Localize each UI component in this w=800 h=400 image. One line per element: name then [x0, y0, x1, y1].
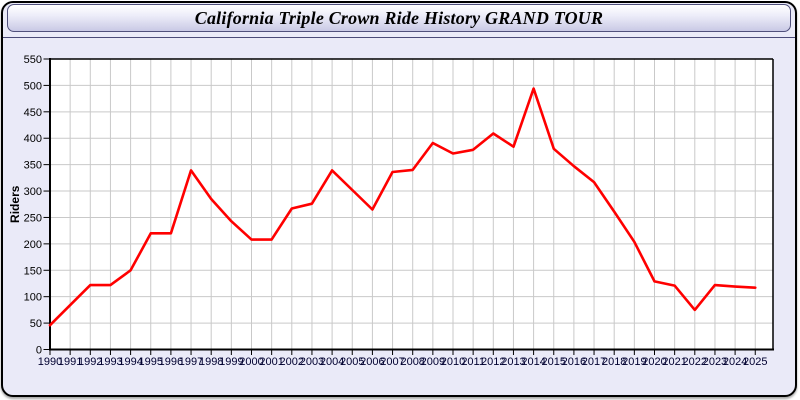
x-tick-label: 2011	[461, 356, 485, 368]
y-tick-label: 150	[24, 265, 42, 277]
chart-title: California Triple Crown Ride History GRA…	[194, 7, 604, 28]
panel-header: California Triple Crown Ride History GRA…	[3, 4, 795, 38]
x-tick-label: 2016	[562, 356, 586, 368]
x-tick-label: 2015	[542, 356, 566, 368]
y-tick-label: 200	[24, 239, 42, 251]
x-tick-label: 2004	[320, 356, 344, 368]
x-tick-label: 2018	[602, 356, 626, 368]
y-tick-label: 50	[30, 318, 42, 330]
x-tick-label: 2000	[239, 356, 263, 368]
y-tick-label: 450	[24, 107, 42, 119]
y-tick-label: 0	[36, 345, 42, 357]
y-tick-label: 550	[24, 54, 42, 66]
x-tick-label: 2005	[340, 356, 364, 368]
x-tick-label: 2023	[703, 356, 727, 368]
y-axis-title: Riders	[8, 185, 22, 223]
x-tick-label: 1997	[179, 356, 203, 368]
x-tick-label: 2020	[642, 356, 666, 368]
y-tick-label: 250	[24, 212, 42, 224]
x-tick-label: 1991	[58, 356, 82, 368]
plot-area	[50, 59, 773, 350]
x-tick-label: 2014	[521, 356, 545, 368]
x-tick-label: 1998	[199, 356, 223, 368]
x-tick-label: 2006	[360, 356, 384, 368]
x-tick-label: 2007	[380, 356, 404, 368]
y-tick-label: 400	[24, 133, 42, 145]
y-tick-label: 300	[24, 186, 42, 198]
x-tick-label: 2008	[400, 356, 424, 368]
x-tick-label: 1993	[98, 356, 122, 368]
x-tick-label: 2017	[582, 356, 606, 368]
x-tick-label: 1990	[38, 356, 62, 368]
y-tick-label: 350	[24, 160, 42, 172]
x-tick-label: 2021	[662, 356, 686, 368]
x-tick-label: 1995	[139, 356, 163, 368]
x-tick-label: 1999	[219, 356, 243, 368]
x-tick-label: 2009	[421, 356, 445, 368]
x-tick-label: 2010	[441, 356, 465, 368]
x-tick-label: 2012	[481, 356, 505, 368]
y-tick-label: 500	[24, 80, 42, 92]
x-tick-label: 2013	[501, 356, 525, 368]
x-tick-label: 2002	[280, 356, 304, 368]
y-tick-label: 100	[24, 292, 42, 304]
x-tick-label: 2022	[683, 356, 707, 368]
x-tick-label: 1996	[159, 356, 183, 368]
riders-series-line	[48, 87, 757, 327]
x-tick-label: 2024	[723, 356, 747, 368]
x-tick-label: 2003	[300, 356, 324, 368]
x-tick-label: 1992	[78, 356, 102, 368]
x-tick-label: 2001	[259, 356, 283, 368]
title-bar: California Triple Crown Ride History GRA…	[7, 4, 791, 32]
x-tick-label: 2019	[622, 356, 646, 368]
x-tick-label: 1994	[118, 356, 142, 368]
x-tick-label: 2025	[743, 356, 767, 368]
